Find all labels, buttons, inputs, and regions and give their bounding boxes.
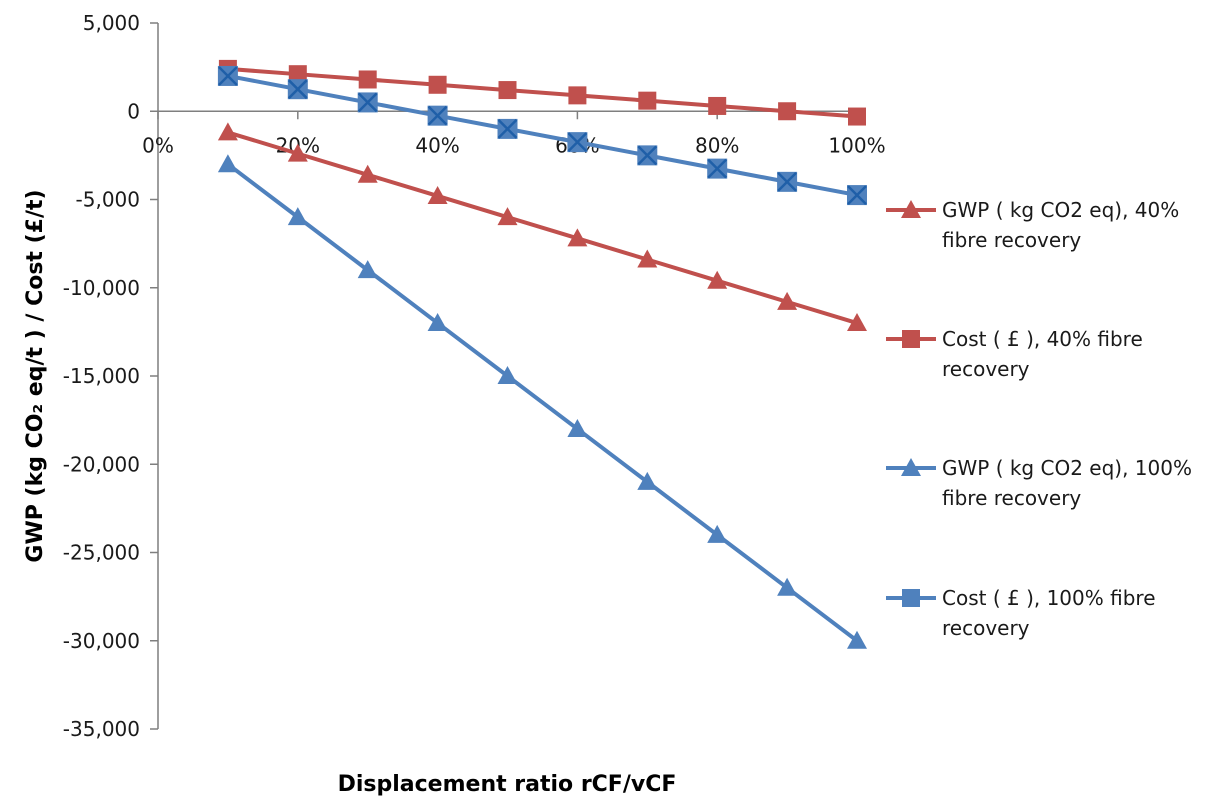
data-point xyxy=(428,75,447,94)
data-point xyxy=(287,79,308,100)
series-3 xyxy=(217,154,867,649)
legend-label: fibre recovery xyxy=(942,486,1081,510)
y-axis-title: GWP (kg CO₂ eq/t ) / Cost (£/t) xyxy=(23,189,48,562)
data-point xyxy=(777,577,798,596)
series-line xyxy=(227,66,858,119)
series-group xyxy=(217,59,867,649)
data-point xyxy=(287,143,308,162)
y-tick-label: -20,000 xyxy=(63,452,140,476)
data-point xyxy=(567,132,588,153)
series-line xyxy=(227,130,858,325)
y-tick-label: -5,000 xyxy=(76,188,140,212)
series-4 xyxy=(217,65,867,206)
data-point xyxy=(567,228,588,247)
data-point xyxy=(637,145,658,166)
data-point xyxy=(427,313,448,332)
legend-marker xyxy=(901,458,921,476)
y-tick-label: -30,000 xyxy=(63,629,140,653)
data-point xyxy=(357,164,378,183)
legend-marker xyxy=(901,200,921,218)
legend-label: recovery xyxy=(942,357,1030,381)
y-tick-labels: 5,000 0 -5,000 -10,000 -15,000 -20,000 -25,000… xyxy=(63,11,140,741)
legend-item: GWP ( kg CO2 eq), 40% fibre recovery xyxy=(886,198,1179,252)
legend-label: recovery xyxy=(942,616,1030,640)
legend-label: Cost ( £ ), 100% fibre xyxy=(942,586,1156,610)
legend-label: GWP ( kg CO2 eq), 100% xyxy=(942,456,1192,480)
data-point xyxy=(777,291,798,310)
data-point xyxy=(287,207,308,226)
legend-item: Cost ( £ ), 40% fibre recovery xyxy=(886,327,1143,381)
x-tick-label: 40% xyxy=(415,133,459,157)
data-point xyxy=(637,471,658,490)
x-tick-label: 100% xyxy=(828,133,885,157)
legend-marker xyxy=(902,589,920,607)
legend-item: Cost ( £ ), 100% fibre recovery xyxy=(886,586,1156,640)
legend-item: GWP ( kg CO2 eq), 100% fibre recovery xyxy=(886,456,1192,510)
legend: GWP ( kg CO2 eq), 40% fibre recovery Cost … xyxy=(886,198,1192,640)
data-point xyxy=(567,418,588,437)
series-1 xyxy=(217,122,867,332)
data-point xyxy=(498,81,517,100)
y-tick-label: -15,000 xyxy=(63,364,140,388)
y-tick-label: -35,000 xyxy=(63,717,140,741)
x-tick-label: 80% xyxy=(695,133,739,157)
y-tick-label: -10,000 xyxy=(63,276,140,300)
y-tick-label: -25,000 xyxy=(63,541,140,565)
data-point xyxy=(288,65,307,84)
data-point xyxy=(847,313,867,332)
data-point xyxy=(358,70,377,89)
series-2 xyxy=(218,59,866,126)
legend-label: GWP ( kg CO2 eq), 40% xyxy=(942,198,1179,222)
y-tick-label: 0 xyxy=(127,99,140,123)
data-point xyxy=(707,524,728,543)
x-tick-label: 0% xyxy=(142,133,174,157)
data-point xyxy=(497,118,518,139)
data-point xyxy=(427,185,448,204)
data-point xyxy=(707,158,728,179)
legend-marker xyxy=(902,330,920,348)
data-point xyxy=(847,630,867,649)
data-point xyxy=(217,65,238,86)
data-point xyxy=(497,366,518,384)
data-point xyxy=(357,260,378,279)
data-point xyxy=(427,105,448,126)
data-point xyxy=(778,102,797,121)
data-point xyxy=(777,171,798,192)
series-line xyxy=(226,162,859,643)
data-point xyxy=(497,207,518,226)
data-point xyxy=(708,96,727,115)
data-point xyxy=(848,107,866,126)
y-tick-label: 5,000 xyxy=(83,11,140,35)
legend-label: fibre recovery xyxy=(942,228,1081,252)
data-point xyxy=(357,92,378,113)
data-point xyxy=(707,270,728,289)
data-point xyxy=(637,249,658,268)
data-point xyxy=(638,91,657,110)
legend-label: Cost ( £ ), 40% fibre xyxy=(942,327,1143,351)
series-line xyxy=(227,73,858,198)
data-point xyxy=(847,185,867,206)
data-point xyxy=(217,122,238,141)
data-point xyxy=(568,86,587,105)
data-point xyxy=(217,154,238,173)
x-axis-title: Displacement ratio rCF/vCF xyxy=(338,772,677,797)
